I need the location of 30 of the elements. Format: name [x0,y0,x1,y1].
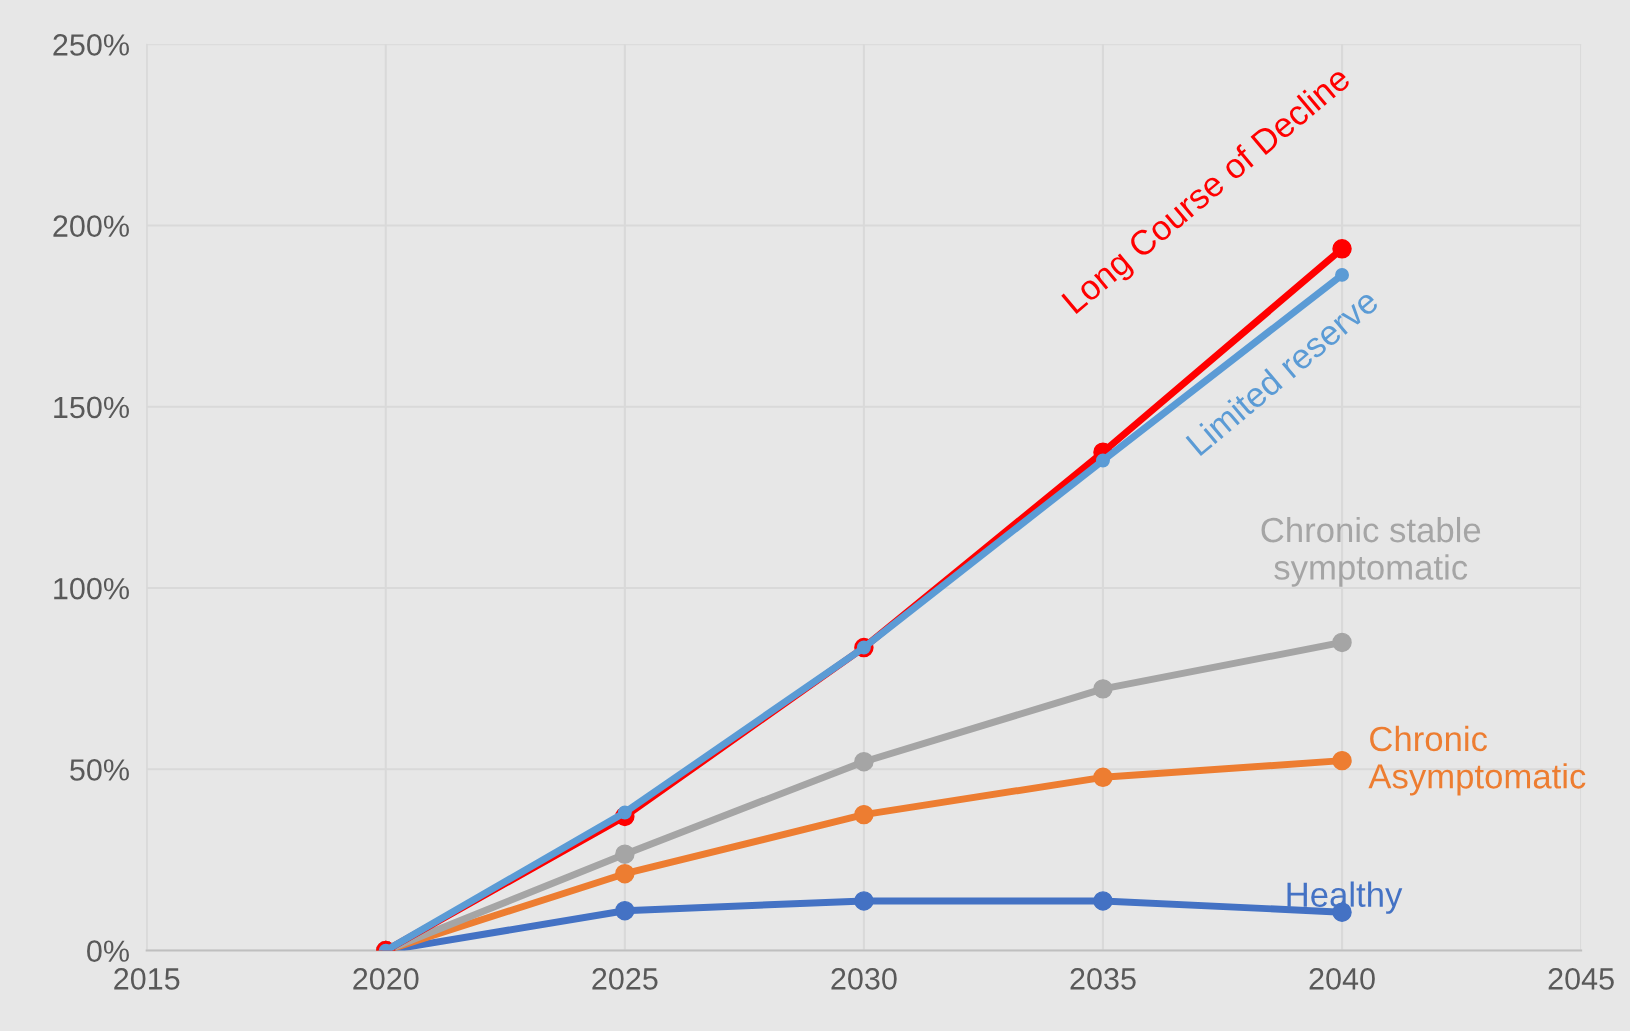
y-tick-label: 50% [70,759,129,781]
point [1332,239,1352,259]
y-tick-label: 100% [54,577,129,600]
x-tick-label: 2030 [831,968,897,990]
x-tick-label: 2035 [1070,968,1136,990]
series-label: Healthy [1287,881,1403,914]
point [1093,679,1113,699]
point [854,804,874,825]
y-tick-label: 150% [54,396,129,419]
point [1096,453,1110,468]
point [1093,891,1113,911]
y-tick-label: 200% [53,215,129,237]
x-tick-label: 2025 [592,968,658,990]
x-tick-label: 2020 [353,968,419,990]
point [854,751,874,772]
x-tick-label: 2015 [114,968,180,990]
point [615,900,635,921]
x-tick-label: 2040 [1309,968,1375,990]
point [854,891,874,911]
point [615,844,635,864]
point [1335,267,1349,282]
series-label: Chronic Asymptomatic [1368,725,1586,796]
y-tick-label: 0% [87,940,129,962]
y-tick-label: 250% [53,34,129,56]
text: Chronic stable symptomatic [1261,516,1481,587]
point [1332,750,1352,771]
point [615,864,635,884]
point [1332,632,1352,653]
x-tick-label: 2045 [1548,968,1614,990]
point [1093,767,1113,788]
